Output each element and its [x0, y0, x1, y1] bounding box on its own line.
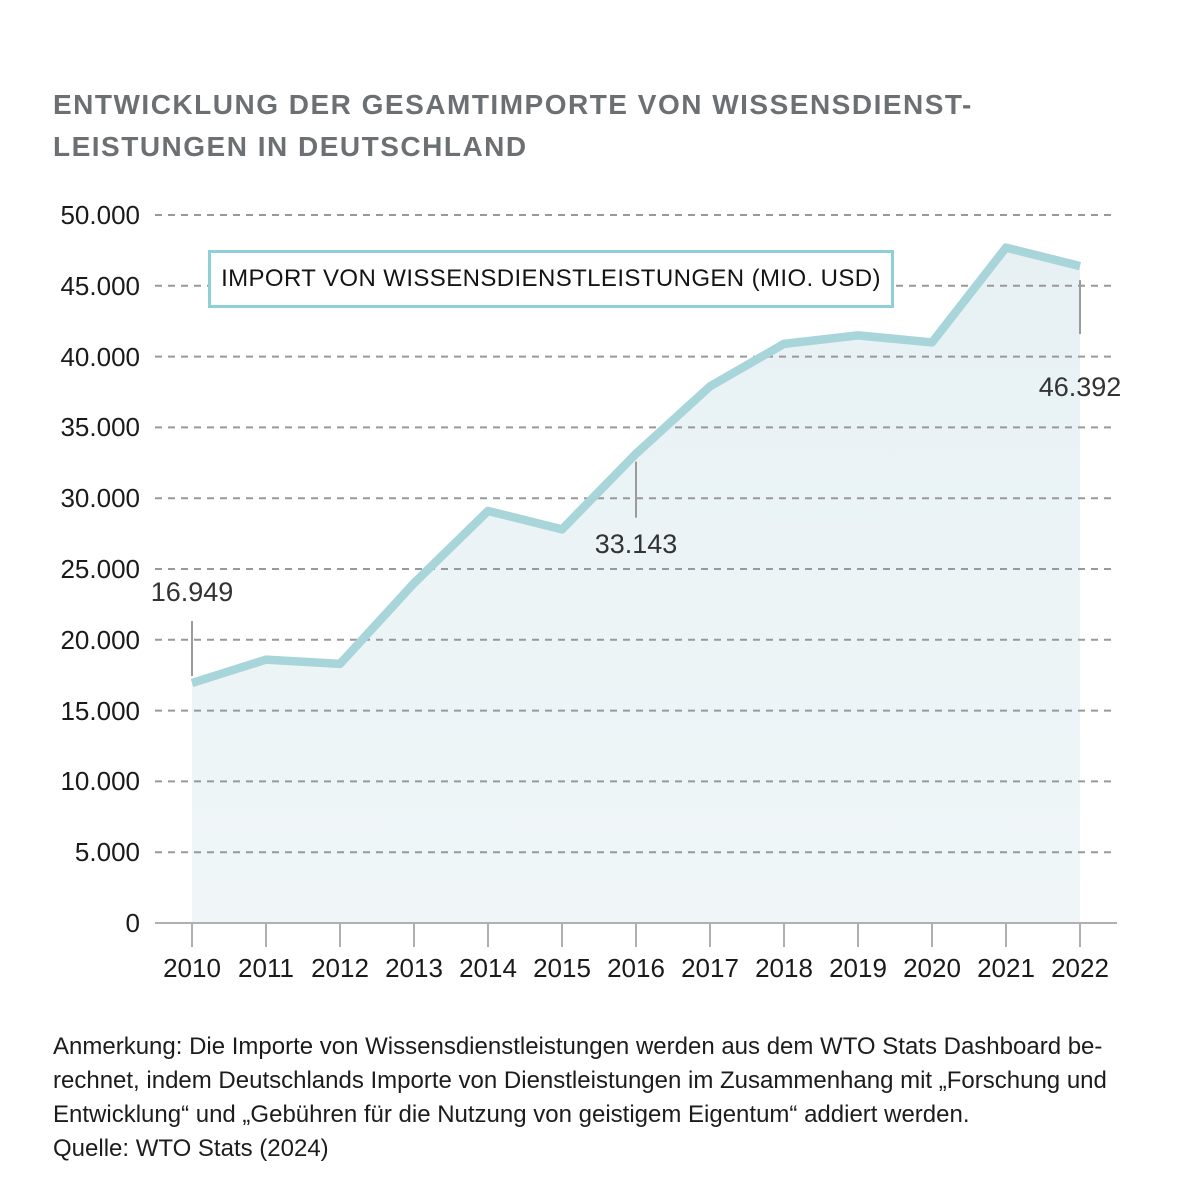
- chart-title: ENTWICKLUNG DER GESAMTIMPORTE VON WISSEN…: [53, 84, 973, 168]
- x-axis-tick-label: 2016: [607, 953, 665, 983]
- y-axis-tick-label: 0: [125, 908, 140, 938]
- x-axis-tick-label: 2010: [163, 953, 221, 983]
- x-axis-tick-label: 2012: [311, 953, 369, 983]
- source-line: Quelle: WTO Stats (2024): [53, 1135, 329, 1162]
- data-point-label: 46.392: [1038, 372, 1122, 403]
- x-axis-tick-label: 2019: [829, 953, 887, 983]
- chart-legend-label: IMPORT VON WISSENSDIENSTLEISTUNGEN (MIO.…: [221, 265, 881, 292]
- y-axis-tick-label: 45.000: [60, 270, 140, 301]
- x-axis-tick-label: 2015: [533, 953, 591, 983]
- chart-legend: IMPORT VON WISSENSDIENSTLEISTUNGEN (MIO.…: [208, 250, 894, 308]
- x-axis-tick-label: 2011: [238, 953, 294, 983]
- x-axis-tick-label: 2017: [681, 953, 739, 983]
- area-fill: [192, 247, 1080, 923]
- x-axis-tick-label: 2018: [755, 953, 813, 983]
- y-axis-tick-label: 25.000: [60, 554, 140, 584]
- y-axis-tick-label: 30.000: [60, 483, 140, 514]
- chart-title-line-1: ENTWICKLUNG DER GESAMTIMPORTE VON WISSEN…: [53, 89, 973, 120]
- y-axis-tick-label: 35.000: [60, 412, 140, 443]
- chart-title-line-2: LEISTUNGEN IN DEUTSCHLAND: [53, 131, 528, 162]
- y-axis-tick-label: 10.000: [60, 766, 140, 797]
- y-axis-tick-label: 50.000: [60, 200, 140, 230]
- data-point-label: 16.949: [150, 577, 234, 607]
- note-line: rechnet, indem Deutschlands Importe von …: [53, 1067, 1107, 1094]
- footnote: Anmerkung: Die Importe von Wissensdienst…: [53, 1030, 1107, 1166]
- y-axis-tick-label: 15.000: [60, 695, 140, 726]
- x-axis-tick-label: 2020: [903, 953, 961, 983]
- y-axis-tick-label: 5.000: [74, 837, 140, 868]
- x-axis-tick-label: 2014: [459, 953, 517, 983]
- x-axis-tick-label: 2021: [977, 953, 1035, 983]
- y-axis-tick-label: 20.000: [60, 624, 140, 655]
- x-axis-tick-label: 2022: [1051, 953, 1109, 983]
- trend-line: [190, 243, 1082, 688]
- x-axis-tick-label: 2013: [385, 953, 443, 983]
- y-axis-tick-label: 40.000: [60, 341, 140, 372]
- note-line: Entwicklung“ und „Gebühren für die Nutzu…: [53, 1101, 970, 1128]
- data-point-label: 33.143: [594, 528, 678, 559]
- note-line: Anmerkung: Die Importe von Wissensdienst…: [53, 1033, 1103, 1060]
